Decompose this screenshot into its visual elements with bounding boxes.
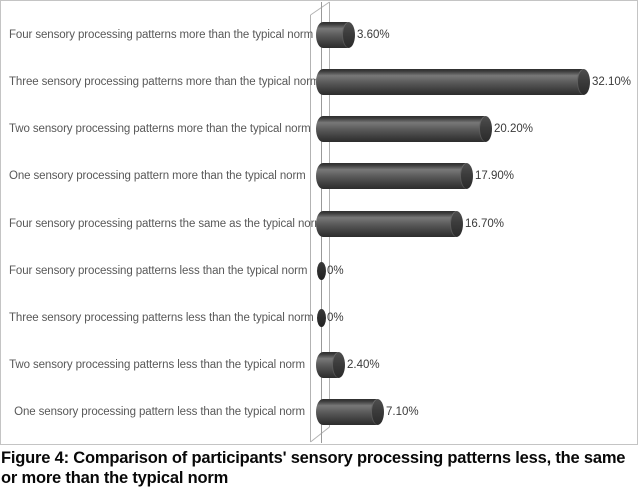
value-label: 7.10% [386,406,419,418]
category-label: Three sensory processing patterns more t… [9,76,320,88]
bar-end-cap [450,211,463,237]
bar [317,262,326,280]
value-label: 3.60% [357,29,390,41]
bar [316,352,345,378]
bar [316,163,473,189]
category-label: Two sensory processing patterns more tha… [9,123,311,135]
category-label: Four sensory processing patterns more th… [9,29,314,41]
value-label: 32.10% [592,76,632,88]
value-label: 0% [327,312,344,324]
bar [316,211,463,237]
bar [316,116,492,142]
bar [317,309,326,327]
value-label: 20.20% [494,123,534,135]
category-label: Four sensory processing patterns less th… [9,265,308,277]
category-label: One sensory processing pattern less than… [14,406,305,418]
bar-end-cap [371,399,384,425]
chart-rows: Four sensory processing patterns more th… [1,1,637,444]
bar [316,69,590,95]
category-label: Four sensory processing patterns the sam… [9,218,324,230]
value-label: 0% [327,265,344,277]
figure-caption: Figure 4: Comparison of participants' se… [1,449,626,487]
bar-end-cap [332,352,345,378]
value-label: 2.40% [347,359,380,371]
category-label: Three sensory processing patterns less t… [9,312,314,324]
category-label: One sensory processing pattern more than… [9,170,306,182]
bar-end-cap [460,163,473,189]
value-label: 16.70% [465,218,505,230]
bar [316,22,355,48]
bar [316,399,384,425]
value-label: 17.90% [475,170,515,182]
bar-end-cap [342,22,355,48]
category-label: Two sensory processing patterns less tha… [9,359,305,371]
bar-end-cap [479,116,492,142]
bar-end-cap [577,69,590,95]
bar-chart: Four sensory processing patterns more th… [0,0,638,445]
